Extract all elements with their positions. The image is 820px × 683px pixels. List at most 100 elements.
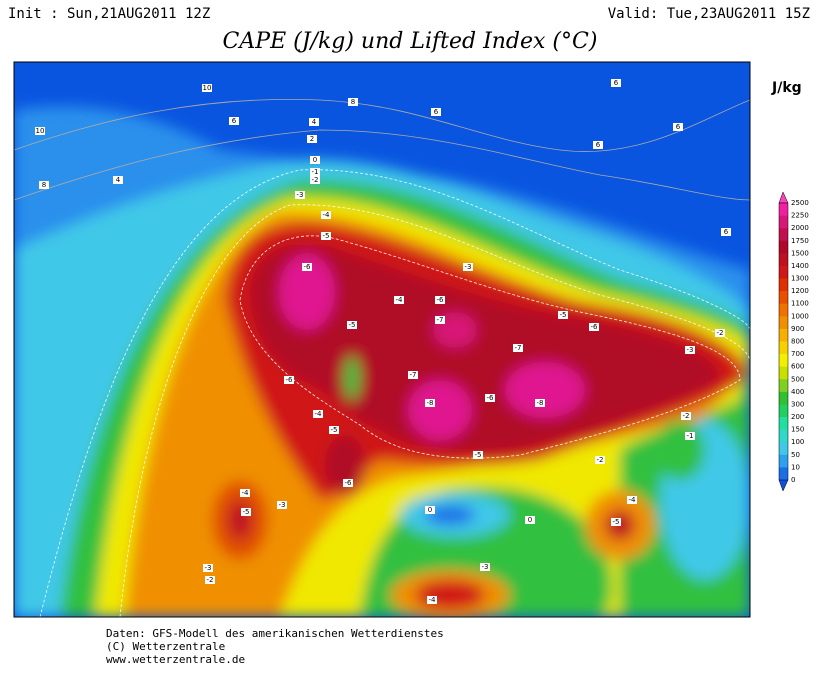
contour-label: -6 xyxy=(304,263,312,271)
valid-time: Valid: Tue,23AUG2011 15Z xyxy=(608,6,810,22)
contour-label-box xyxy=(348,98,358,106)
legend-level: 100 xyxy=(791,438,804,446)
contour-label: -3 xyxy=(465,263,472,271)
contour-label: -2 xyxy=(717,329,724,337)
contour-label-box xyxy=(229,117,239,125)
legend-level: 0 xyxy=(791,476,795,484)
contour-label-box xyxy=(302,263,312,271)
contour-label: -4 xyxy=(323,211,331,219)
legend-level: 2000 xyxy=(791,224,809,232)
legend-level: 1100 xyxy=(791,300,809,308)
contour-label-box xyxy=(480,563,490,571)
contour-label: -2 xyxy=(683,412,690,420)
contour-label: -5 xyxy=(475,451,482,459)
contour-label: -1 xyxy=(687,432,694,440)
contour-label-box xyxy=(715,329,725,337)
map-frame xyxy=(13,61,751,618)
contour-label: -6 xyxy=(437,296,445,304)
legend-swatch xyxy=(779,379,788,393)
contour-label-box xyxy=(202,84,212,92)
contour-label-box xyxy=(593,141,603,149)
contour-label: -5 xyxy=(560,311,567,319)
legend-bottom-arrow xyxy=(778,479,789,492)
contour-label-box xyxy=(535,399,545,407)
contour-label-box xyxy=(394,296,404,304)
contour-label-box xyxy=(307,135,317,143)
contour-label: -8 xyxy=(427,399,434,407)
legend-swatch xyxy=(779,240,788,254)
contour-label: -6 xyxy=(591,323,599,331)
contour-label-box xyxy=(673,123,683,131)
legend-swatch xyxy=(779,417,788,430)
legend-top-arrow xyxy=(778,191,789,204)
contour-label-box xyxy=(343,479,353,487)
contour-label: 2 xyxy=(310,135,314,143)
contour-label: -5 xyxy=(613,518,620,526)
contour-label-box xyxy=(329,426,339,434)
contour-label-box xyxy=(589,323,599,331)
contour-label-box xyxy=(595,456,605,464)
legend-level: 700 xyxy=(791,350,804,358)
contour-label: -8 xyxy=(537,399,544,407)
contour-label: -5 xyxy=(323,232,330,240)
contour-label: -4 xyxy=(396,296,404,304)
contour-label-box xyxy=(685,432,695,440)
legend-level: 300 xyxy=(791,400,804,408)
contour-label: 10 xyxy=(203,84,212,92)
init-time: Init : Sun,21AUG2011 12Z xyxy=(8,6,210,22)
contour-label: 0 xyxy=(528,516,532,524)
contour-label: -6 xyxy=(487,394,495,402)
contour-label: 4 xyxy=(312,118,317,126)
legend-swatch xyxy=(779,228,788,242)
contour-label-box xyxy=(425,506,435,514)
map-title: CAPE (J/kg) und Lifted Index (°C) xyxy=(223,29,598,54)
contour-label-box xyxy=(558,311,568,319)
contour-label: 6 xyxy=(614,79,619,87)
legend-level: 1000 xyxy=(791,312,809,320)
contour-label-box xyxy=(309,118,319,126)
legend-level: 1300 xyxy=(791,275,809,283)
contour-label: -5 xyxy=(243,508,250,516)
contour-label-box xyxy=(310,156,320,164)
contour-label: 0 xyxy=(428,506,432,514)
legend-swatch xyxy=(779,391,788,405)
legend-swatch xyxy=(779,442,788,456)
contour-label-box xyxy=(685,346,695,354)
contour-label: 4 xyxy=(116,176,121,184)
contour-label-box xyxy=(463,263,473,271)
contour-label: 0 xyxy=(313,156,317,164)
legend-level: 400 xyxy=(791,388,804,396)
contour-label: -4 xyxy=(242,489,250,497)
contour-label: -3 xyxy=(482,563,489,571)
legend-swatch xyxy=(779,303,788,317)
contour-label-box xyxy=(525,516,535,524)
contour-label: -4 xyxy=(315,410,323,418)
contour-label-box xyxy=(203,564,213,572)
contour-label-box xyxy=(39,181,49,189)
contour-label: -7 xyxy=(437,316,444,324)
contour-label-box xyxy=(347,321,357,329)
legend-swatch xyxy=(779,203,788,216)
footer-line: www.wetterzentrale.de xyxy=(106,653,245,666)
legend-swatch xyxy=(779,215,788,229)
contour-label: 8 xyxy=(351,98,355,106)
contour-label-box xyxy=(321,232,331,240)
contour-label: -1 xyxy=(312,168,319,176)
legend-swatch xyxy=(779,316,788,330)
footer-line: (C) Wetterzentrale xyxy=(106,640,225,653)
legend-swatch xyxy=(779,467,788,481)
contour-label-box xyxy=(310,168,320,176)
legend-swatch xyxy=(779,341,788,355)
legend-level: 2500 xyxy=(791,199,809,207)
contour-label-box xyxy=(313,410,323,418)
contour-label-box xyxy=(205,576,215,584)
contour-label-box xyxy=(513,344,523,352)
contour-label-box xyxy=(295,191,305,199)
contour-label-box xyxy=(431,108,441,116)
contour-label: -2 xyxy=(597,456,604,464)
contour-label: -4 xyxy=(629,496,637,504)
contour-label-box xyxy=(310,176,320,184)
legend-swatch xyxy=(779,404,788,418)
contour-label: -6 xyxy=(345,479,353,487)
contour-label-box xyxy=(611,518,621,526)
